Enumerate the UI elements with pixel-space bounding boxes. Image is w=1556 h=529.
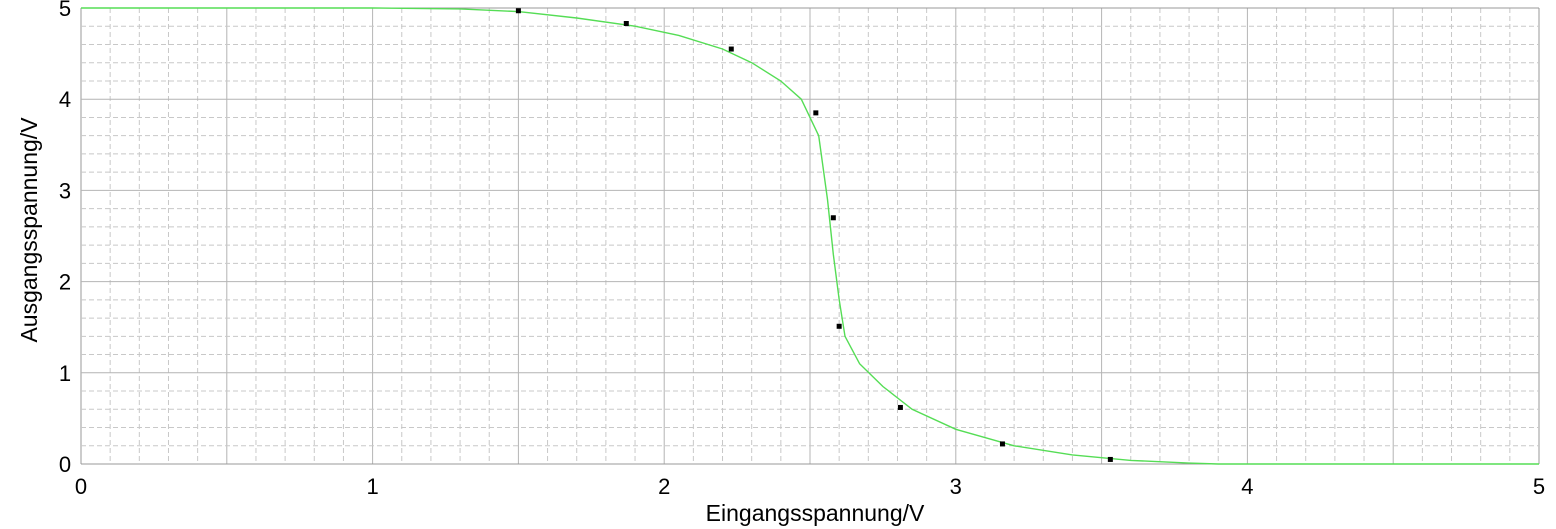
data-point (999, 441, 1005, 447)
y-tick-label: 3 (59, 178, 71, 203)
fit-curve-line (81, 7, 1539, 465)
data-point (515, 8, 521, 14)
x-axis-tick-labels: 0 1 2 3 4 5 (75, 474, 1545, 499)
x-tick-label: 2 (658, 474, 670, 499)
x-tick-label: 3 (950, 474, 962, 499)
data-point (836, 323, 842, 329)
data-point (830, 215, 836, 221)
grid (80, 7, 1540, 465)
x-axis-title: Eingangsspannung/V (706, 500, 925, 526)
x-tick-label: 5 (1533, 474, 1545, 499)
data-points-layer (515, 8, 1113, 462)
y-tick-label: 1 (59, 361, 71, 386)
y-tick-label: 2 (59, 270, 71, 295)
y-tick-label: 4 (59, 87, 71, 112)
data-point (813, 110, 819, 116)
x-tick-label: 1 (366, 474, 378, 499)
y-axis-title: Ausgangsspannung/V (16, 117, 42, 343)
y-axis-tick-labels: 0 1 2 3 4 5 (59, 0, 71, 477)
data-point (728, 46, 734, 52)
data-point (897, 404, 903, 410)
fit-curve-layer (81, 7, 1539, 465)
y-tick-label: 0 (59, 452, 71, 477)
y-tick-label: 5 (59, 0, 71, 21)
x-tick-label: 0 (75, 474, 87, 499)
data-point (623, 21, 629, 27)
data-point (1107, 456, 1113, 462)
x-tick-label: 4 (1241, 474, 1253, 499)
